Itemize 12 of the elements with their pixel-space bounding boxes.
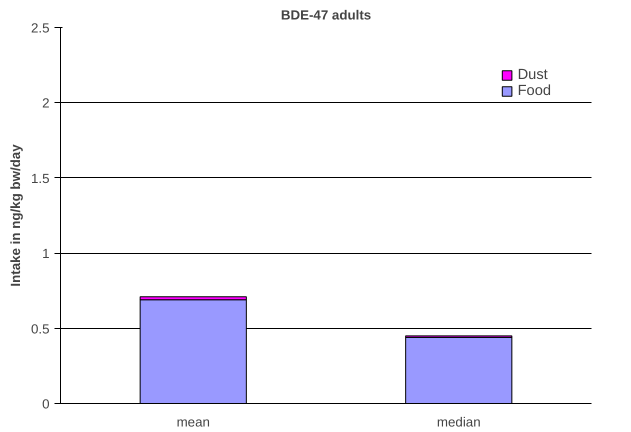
y-tick-label: 0.5 [30, 321, 50, 336]
y-axis-title: Intake in ng/kg bw/day [8, 144, 23, 287]
y-tick-label: 2.5 [30, 20, 50, 36]
legend-label: Food [518, 83, 551, 99]
x-tick-label: mean [176, 414, 210, 430]
y-tick-label: 0 [42, 396, 50, 412]
legend-label: Dust [518, 67, 548, 83]
x-tick-label: median [436, 414, 481, 430]
chart-title: BDE-47 adults [280, 8, 372, 22]
y-tick-label: 1 [42, 246, 50, 262]
y-tick-label: 2 [42, 96, 50, 111]
y-tick-label: 1.5 [30, 170, 50, 186]
